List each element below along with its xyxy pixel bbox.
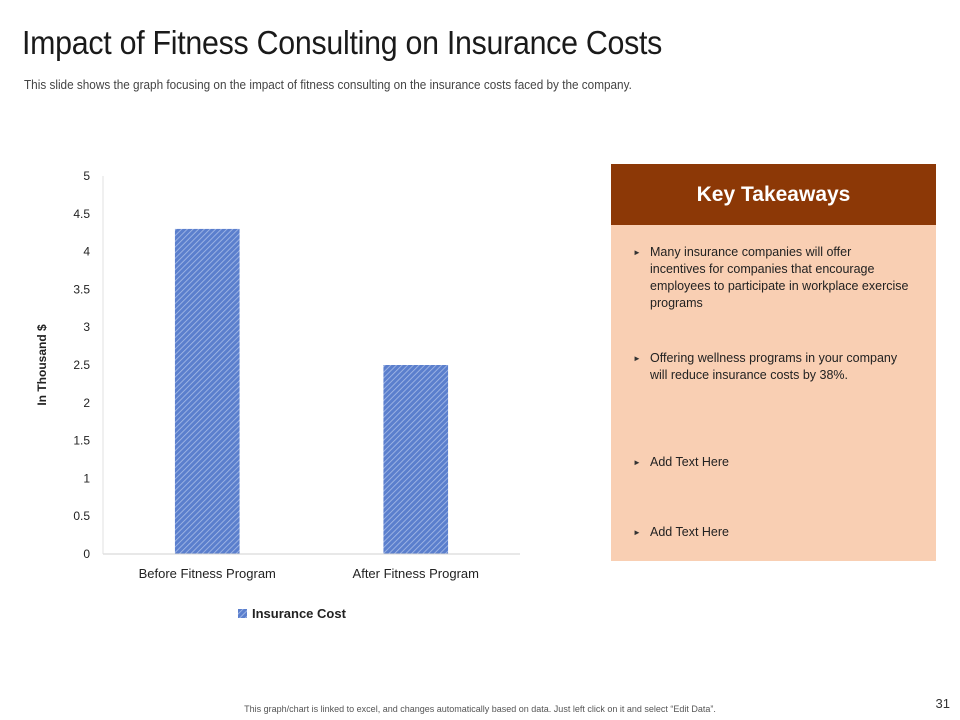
key-takeaways-header: Key Takeaways <box>611 164 936 225</box>
chart-footnote: This graph/chart is linked to excel, and… <box>244 704 716 714</box>
takeaway-text: Add Text Here <box>650 455 729 469</box>
bar-before-fitness-program <box>174 228 240 555</box>
arrow-bullet-icon: ► <box>633 354 641 363</box>
y-tick-label: 1 <box>83 471 90 485</box>
y-tick-label: 2 <box>83 396 90 410</box>
y-tick-label: 3 <box>83 320 90 334</box>
arrow-bullet-icon: ► <box>633 248 641 257</box>
slide-subtitle: This slide shows the graph focusing on t… <box>24 78 632 92</box>
takeaway-text: Offering wellness programs in your compa… <box>650 351 898 382</box>
takeaway-text: Add Text Here <box>650 525 729 539</box>
bar-after-fitness-program <box>383 365 449 554</box>
y-tick-label: 4 <box>83 245 90 259</box>
slide-title: Impact of Fitness Consulting on Insuranc… <box>22 24 663 61</box>
y-tick-label: 2.5 <box>73 358 90 372</box>
legend-label: Insurance Cost <box>252 606 347 621</box>
insurance-cost-bar-chart: 0 0.5 1 1.5 2 2.5 3 3.5 4 4.5 5 Before Fitness Pro… <box>35 169 520 621</box>
takeaway-item: ► Many insurance companies will offer in… <box>633 244 910 312</box>
arrow-bullet-icon: ► <box>633 458 641 467</box>
x-tick-label: Before Fitness Program <box>139 566 276 581</box>
y-tick-label: 0 <box>83 547 90 561</box>
takeaway-item: ► Offering wellness programs in your com… <box>633 350 910 384</box>
y-tick-label: 0.5 <box>73 509 90 523</box>
y-axis-label: In Thousand $ <box>35 324 49 406</box>
legend-swatch <box>238 609 247 618</box>
y-tick-label: 5 <box>83 169 90 183</box>
page-number: 31 <box>935 696 950 711</box>
y-tick-label: 4.5 <box>73 207 90 221</box>
x-tick-label: After Fitness Program <box>353 566 479 581</box>
legend: Insurance Cost <box>238 606 347 621</box>
takeaway-text: Many insurance companies will offer ince… <box>650 245 909 310</box>
y-tick-label: 1.5 <box>73 434 90 448</box>
key-takeaways-panel: Key Takeaways ► Many insurance companies… <box>611 164 936 561</box>
y-tick-label: 3.5 <box>73 282 90 296</box>
arrow-bullet-icon: ► <box>633 528 641 537</box>
takeaway-item: ► Add Text Here <box>633 524 910 541</box>
takeaway-item: ► Add Text Here <box>633 454 910 471</box>
